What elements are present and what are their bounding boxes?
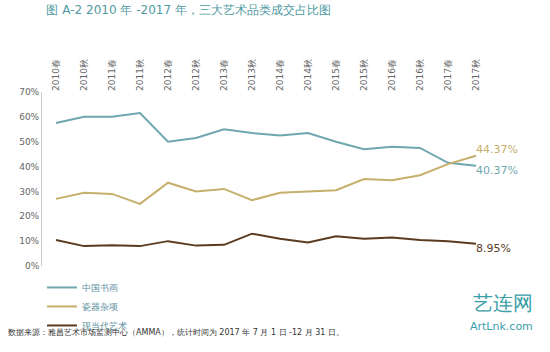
svg-text:2010春: 2010春 [51, 59, 61, 91]
svg-text:2017秋: 2017秋 [471, 59, 481, 91]
svg-text:2016秋: 2016秋 [415, 59, 425, 91]
svg-text:30%: 30% [19, 187, 39, 197]
svg-text:20%: 20% [19, 211, 39, 221]
svg-text:2013秋: 2013秋 [247, 59, 257, 91]
svg-text:50%: 50% [19, 137, 39, 147]
svg-text:图 A-2 2010 年 -2017 年，三大艺术品类成交占: 图 A-2 2010 年 -2017 年，三大艺术品类成交占比图 [46, 3, 330, 17]
svg-text:2010秋: 2010秋 [79, 59, 89, 91]
svg-text:2015秋: 2015秋 [359, 59, 369, 91]
svg-text:艺连网: 艺连网 [473, 291, 533, 315]
svg-text:瓷器杂项: 瓷器杂项 [82, 302, 118, 312]
svg-text:数据来源：雅昌艺术市场监测中心（AMMA），统计时间为 20: 数据来源：雅昌艺术市场监测中心（AMMA），统计时间为 2017 年 7 月 1… [8, 328, 344, 337]
svg-text:2015春: 2015春 [331, 59, 341, 91]
svg-text:2016春: 2016春 [387, 59, 397, 91]
svg-text:2011秋: 2011秋 [135, 59, 145, 91]
svg-text:2014秋: 2014秋 [303, 59, 313, 91]
svg-text:60%: 60% [19, 112, 39, 122]
svg-text:70%: 70% [19, 87, 39, 97]
svg-text:ArtLnk.com: ArtLnk.com [470, 320, 533, 333]
svg-text:2011春: 2011春 [107, 59, 117, 91]
svg-text:10%: 10% [19, 236, 39, 246]
svg-text:中国书画: 中国书画 [82, 283, 118, 293]
svg-text:44.37%: 44.37% [476, 143, 518, 156]
svg-text:40%: 40% [19, 162, 39, 172]
svg-text:2012春: 2012春 [163, 59, 173, 91]
svg-text:现当代艺术: 现当代艺术 [82, 321, 127, 331]
svg-text:8.95%: 8.95% [476, 242, 511, 255]
svg-text:2013春: 2013春 [219, 59, 229, 91]
svg-text:2017春: 2017春 [443, 59, 453, 91]
svg-text:0%: 0% [25, 261, 40, 271]
svg-text:40.37%: 40.37% [476, 164, 518, 177]
svg-text:2012秋: 2012秋 [191, 59, 201, 91]
svg-text:2014春: 2014春 [275, 59, 285, 91]
